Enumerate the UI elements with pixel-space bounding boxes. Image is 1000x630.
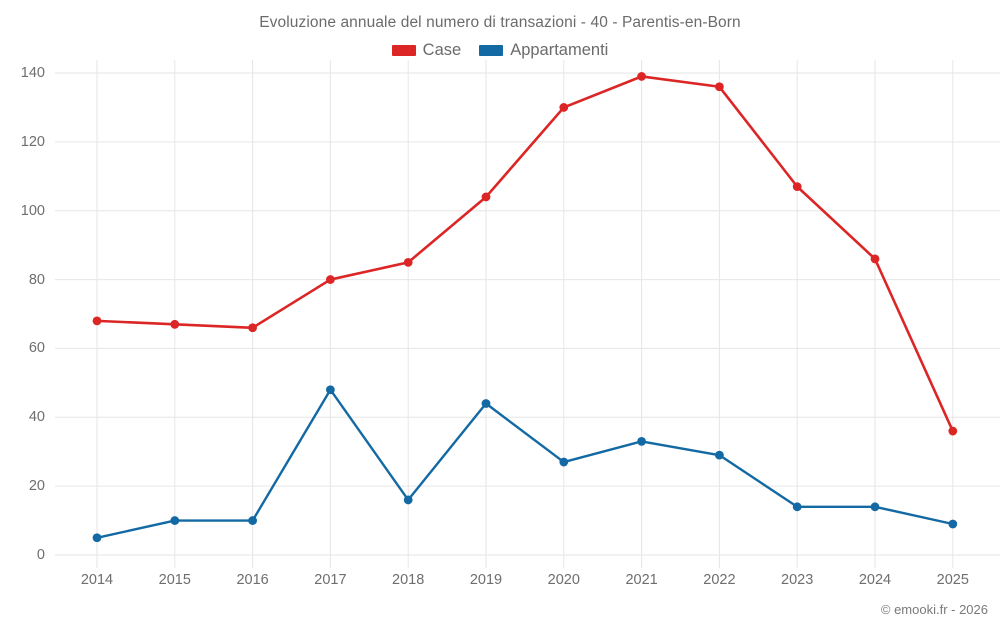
y-axis-tick-label: 140 (20, 65, 45, 81)
legend-swatch-appartamenti (479, 44, 504, 56)
data-point[interactable] (637, 72, 646, 81)
data-point[interactable] (403, 257, 413, 267)
y-axis-tick-label: 20 (28, 478, 45, 495)
data-point[interactable] (170, 516, 180, 525)
x-axis-tick-label: 2020 (547, 572, 580, 588)
data-point[interactable] (248, 516, 257, 525)
data-point[interactable] (559, 103, 569, 112)
y-axis-tick-label: 40 (28, 409, 45, 426)
x-axis-tick-label: 2015 (158, 572, 191, 588)
data-point[interactable] (481, 399, 491, 408)
x-axis-tick-label: 2017 (314, 572, 347, 588)
legend-label-appartamenti: Appartamenti (510, 41, 609, 59)
legend-item-case[interactable]: Case (391, 41, 462, 59)
data-point[interactable] (559, 457, 569, 467)
y-axis-tick-label: 100 (20, 202, 45, 219)
data-point[interactable] (403, 495, 413, 505)
chart-legend: Case Appartamenti (0, 42, 1000, 59)
series-line-appartamenti (95, 388, 954, 539)
x-axis-tick-label: 2018 (392, 572, 425, 588)
data-point[interactable] (715, 82, 724, 92)
legend-label-case: Case (422, 41, 462, 59)
y-axis-tick-label: 0 (36, 547, 45, 563)
data-point[interactable] (715, 450, 724, 460)
data-point[interactable] (792, 182, 802, 192)
y-axis-tick-label: 80 (28, 271, 45, 288)
data-point[interactable] (637, 436, 646, 446)
x-axis-tick-label: 2014 (80, 572, 114, 588)
data-point[interactable] (170, 319, 180, 329)
data-point[interactable] (870, 502, 880, 512)
data-point[interactable] (948, 519, 958, 529)
y-axis-tick-label: 120 (20, 133, 45, 150)
x-axis-tick-label: 2021 (625, 572, 658, 588)
x-axis-tick-label: 2016 (236, 572, 269, 588)
data-point[interactable] (92, 533, 102, 543)
y-axis-tick-label: 60 (28, 340, 45, 357)
chart-title: Evoluzione annuale del numero di transaz… (259, 14, 741, 31)
x-axis-tick-label: 2019 (469, 572, 503, 588)
data-point[interactable] (870, 254, 880, 264)
legend-item-appartamenti[interactable]: Appartamenti (479, 42, 608, 59)
data-point[interactable] (92, 316, 102, 326)
legend-swatch-case (391, 44, 416, 56)
data-point[interactable] (948, 426, 958, 436)
x-axis-tick-label: 2024 (858, 572, 892, 588)
series-line-case (95, 75, 955, 433)
footer-credit: © emooki.fr - 2026 (880, 602, 988, 617)
data-point[interactable] (248, 323, 257, 333)
data-point[interactable] (326, 275, 335, 284)
data-point[interactable] (792, 502, 802, 512)
x-axis-tick-label: 2022 (703, 572, 736, 588)
data-point[interactable] (481, 192, 491, 202)
x-axis-tick-label: 2023 (781, 572, 814, 588)
data-point[interactable] (326, 385, 335, 395)
x-axis-tick-label: 2025 (936, 572, 969, 588)
